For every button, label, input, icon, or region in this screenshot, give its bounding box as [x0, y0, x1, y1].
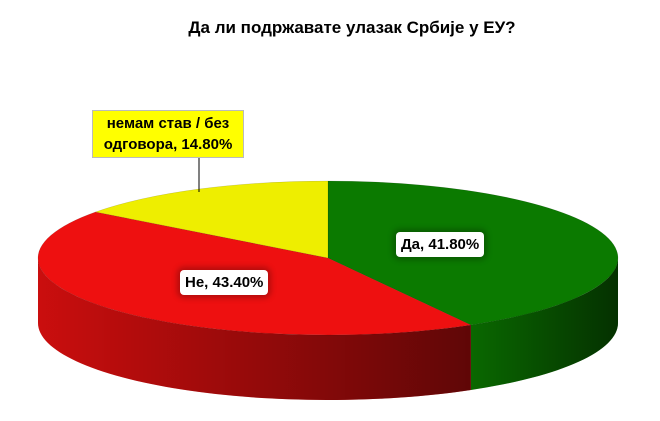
data-label: Да, 41.80% — [396, 232, 485, 257]
slice-side-shade — [470, 258, 618, 391]
chart-title: Да ли подржавате улазак Србије у ЕУ? — [188, 18, 515, 37]
slice-side-shade — [38, 258, 471, 400]
slice — [94, 180, 329, 259]
data-label: немам став / без одговора, 14.80% — [92, 110, 244, 158]
data-label: Не, 43.40% — [180, 270, 269, 295]
